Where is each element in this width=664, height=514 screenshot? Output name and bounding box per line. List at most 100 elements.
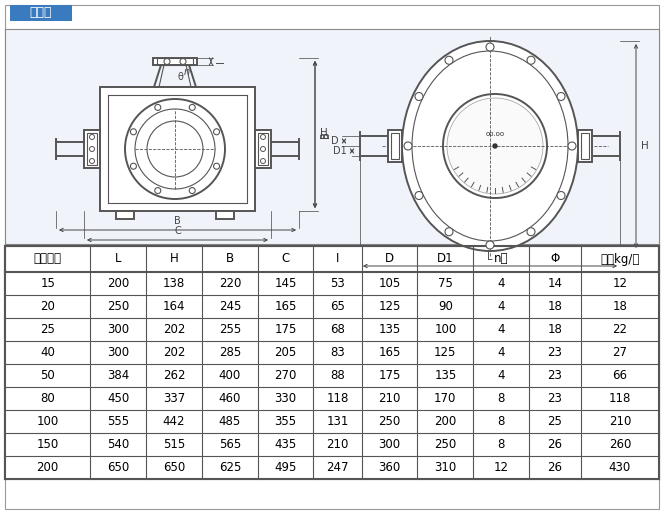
Text: 100: 100 (434, 323, 456, 336)
Text: 80: 80 (41, 392, 55, 405)
Circle shape (130, 163, 136, 169)
Text: 15: 15 (41, 277, 55, 290)
Bar (153, 58, 197, 65)
Text: 65: 65 (330, 300, 345, 313)
Bar (84, 130, 100, 168)
Bar (87, 133, 97, 165)
Text: 164: 164 (163, 300, 185, 313)
Circle shape (214, 163, 220, 169)
Text: 247: 247 (326, 461, 349, 474)
Circle shape (180, 59, 186, 64)
Text: θ: θ (177, 72, 183, 82)
Text: 40: 40 (41, 346, 55, 359)
Text: 8: 8 (497, 415, 505, 428)
Text: 250: 250 (434, 438, 456, 451)
Bar (6, 272, 658, 295)
Text: 202: 202 (163, 323, 185, 336)
Circle shape (90, 146, 94, 152)
Text: 540: 540 (107, 438, 129, 451)
Text: 4: 4 (497, 323, 505, 336)
Text: 200: 200 (37, 461, 59, 474)
Text: 118: 118 (327, 392, 349, 405)
Circle shape (90, 158, 94, 163)
Text: 300: 300 (108, 346, 129, 359)
Circle shape (527, 56, 535, 64)
Bar (116, 211, 134, 219)
Text: 165: 165 (274, 300, 297, 313)
Text: 100: 100 (37, 415, 59, 428)
Circle shape (557, 93, 565, 101)
Bar (391, 133, 399, 159)
Text: 165: 165 (378, 346, 401, 359)
Text: 135: 135 (378, 323, 400, 336)
Text: 23: 23 (548, 369, 562, 382)
Text: 435: 435 (274, 438, 297, 451)
Text: 250: 250 (107, 300, 129, 313)
Text: 27: 27 (612, 346, 627, 359)
Text: 220: 220 (218, 277, 241, 290)
Circle shape (443, 94, 547, 198)
Bar (6, 341, 658, 363)
Text: D1: D1 (437, 252, 454, 266)
Circle shape (155, 188, 161, 194)
Text: 625: 625 (218, 461, 241, 474)
Text: 18: 18 (548, 323, 562, 336)
Text: 210: 210 (327, 438, 349, 451)
Bar (5, 29, 659, 244)
Text: 125: 125 (434, 346, 457, 359)
Text: Φ: Φ (550, 252, 560, 266)
Text: 22: 22 (612, 323, 627, 336)
Bar (255, 130, 271, 168)
Bar (10, 5, 72, 21)
Text: 442: 442 (163, 415, 185, 428)
Text: 337: 337 (163, 392, 185, 405)
Text: 255: 255 (218, 323, 241, 336)
Text: 270: 270 (274, 369, 297, 382)
Text: H: H (641, 141, 649, 151)
Circle shape (404, 142, 412, 150)
Text: B: B (174, 216, 181, 226)
Bar (6, 387, 658, 410)
Text: 4: 4 (497, 369, 505, 382)
Text: 66: 66 (612, 369, 627, 382)
Bar (6, 456, 658, 479)
Text: 200: 200 (434, 415, 456, 428)
Text: 285: 285 (218, 346, 241, 359)
Text: 53: 53 (330, 277, 345, 290)
Text: 250: 250 (378, 415, 400, 428)
Bar (157, 58, 193, 65)
Text: 105: 105 (378, 277, 400, 290)
Text: 355: 355 (274, 415, 297, 428)
Text: 50: 50 (41, 369, 55, 382)
Text: 4: 4 (497, 300, 505, 313)
Circle shape (527, 228, 535, 236)
Text: L: L (115, 252, 122, 266)
Text: 138: 138 (163, 277, 185, 290)
Text: 重量kg/台: 重量kg/台 (600, 252, 639, 266)
Text: n个: n个 (494, 252, 509, 266)
Circle shape (214, 129, 220, 135)
Circle shape (445, 228, 453, 236)
Text: I: I (336, 252, 339, 266)
Text: D1: D1 (333, 146, 347, 156)
Text: 170: 170 (434, 392, 457, 405)
Circle shape (130, 129, 136, 135)
Text: 460: 460 (218, 392, 241, 405)
Text: I: I (216, 60, 226, 63)
Bar (5, 246, 659, 479)
Bar (100, 87, 255, 211)
Circle shape (260, 146, 266, 152)
Circle shape (260, 135, 266, 139)
Bar (6, 410, 658, 432)
Bar (6, 433, 658, 455)
Text: 131: 131 (327, 415, 349, 428)
Text: 384: 384 (107, 369, 129, 382)
Bar (581, 133, 589, 159)
Text: 200: 200 (107, 277, 129, 290)
Text: L: L (487, 252, 493, 262)
Text: oo.oo: oo.oo (485, 131, 505, 137)
Text: 4: 4 (497, 277, 505, 290)
Text: 20: 20 (41, 300, 55, 313)
Text: 公称通径: 公称通径 (34, 252, 62, 266)
Bar (388, 130, 402, 162)
